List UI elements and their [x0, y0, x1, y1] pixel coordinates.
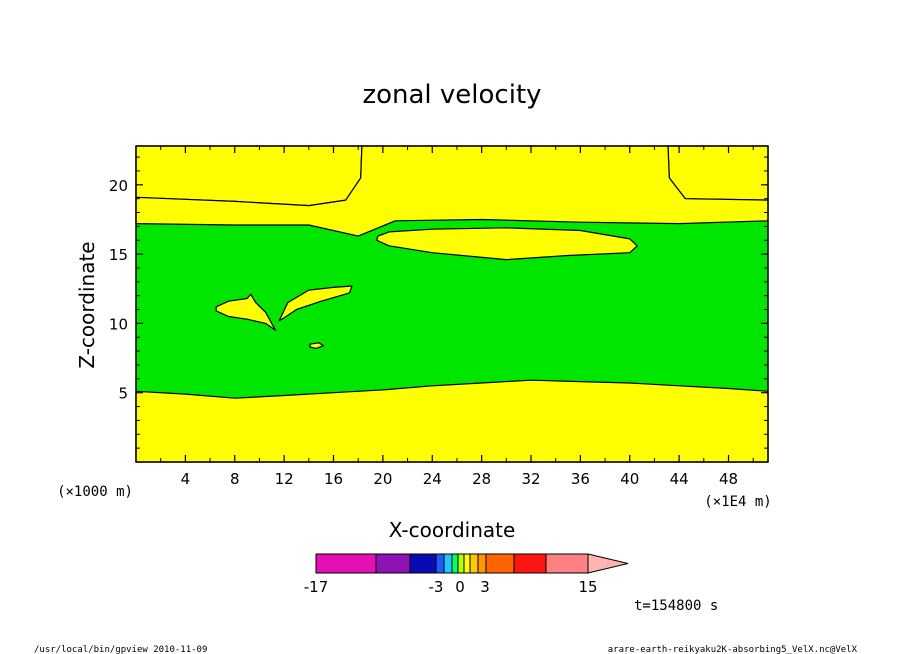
colorbar-label: 15	[578, 578, 597, 596]
colorbar-segment	[545, 553, 589, 574]
x-tick-label: 16	[324, 470, 343, 488]
x-tick-label: 40	[620, 470, 639, 488]
x-tick-label: 28	[472, 470, 491, 488]
x-tick-label: 44	[670, 470, 689, 488]
x-ticks: 4 8 12 16 20 24 28 32 36 40 44 48	[160, 146, 754, 488]
y-tick-label: 20	[109, 177, 128, 195]
colorbar-segment	[451, 553, 459, 574]
colorbar-arrow	[587, 553, 629, 574]
x-tick-label: 8	[230, 470, 240, 488]
colorbar-segment	[469, 553, 479, 574]
colorbar-segment	[435, 553, 445, 574]
y-ticks: 5 10 15 20	[109, 156, 768, 449]
contour-region-small-cell-right	[278, 285, 353, 322]
colorbar-segment	[477, 553, 487, 574]
x-tick-label: 4	[181, 470, 191, 488]
x-tick-label: 20	[373, 470, 392, 488]
contour-region-tiny-cell	[309, 342, 325, 349]
colorbar-segment	[409, 553, 437, 574]
plot-frame	[135, 145, 769, 463]
x-tick-label: 24	[423, 470, 442, 488]
colorbar-segment	[485, 553, 515, 574]
colorbar-label: -17	[304, 578, 329, 596]
y-tick-label: 10	[109, 315, 128, 333]
x-tick-label: 36	[571, 470, 590, 488]
y-tick-label: 5	[118, 385, 128, 403]
contour-region-upper-cell	[376, 227, 638, 261]
time-label: t=154800 s	[634, 598, 718, 614]
y-unit-label: (×1000 m)	[57, 484, 133, 500]
colorbar-segment	[457, 553, 465, 574]
footer-left: /usr/local/bin/gpview 2010-11-09	[34, 645, 207, 654]
x-tick-label: 32	[521, 470, 540, 488]
colorbar-segment	[443, 553, 453, 574]
y-axis-label: Z-coordinate	[75, 241, 99, 368]
footer-right: arare-earth-reikyaku2K-absorbing5_VelX.n…	[608, 645, 858, 654]
x-unit-label: (×1E4 m)	[704, 494, 771, 510]
colorbar-segment	[315, 553, 377, 574]
colorbar	[315, 553, 629, 574]
x-tick-label: 12	[275, 470, 294, 488]
y-tick-label: 15	[109, 246, 128, 264]
contour-regions	[135, 145, 769, 463]
colorbar-label: -3	[429, 578, 444, 596]
colorbar-segment	[513, 553, 547, 574]
colorbar-label: 3	[480, 578, 490, 596]
colorbar-segment	[375, 553, 411, 574]
colorbar-segment	[463, 553, 471, 574]
contour-region-upper-jet-right	[667, 145, 769, 201]
colorbar-labels: -17 -3 0 3 15	[304, 578, 598, 596]
contour-region-upper-jet-left	[135, 145, 363, 207]
plot-area	[135, 145, 769, 463]
chart-title: zonal velocity	[362, 80, 541, 110]
contour-region-small-cell-left	[215, 293, 277, 331]
colorbar-label: 0	[455, 578, 465, 596]
x-tick-label: 48	[719, 470, 738, 488]
x-axis-label: X-coordinate	[389, 518, 516, 542]
